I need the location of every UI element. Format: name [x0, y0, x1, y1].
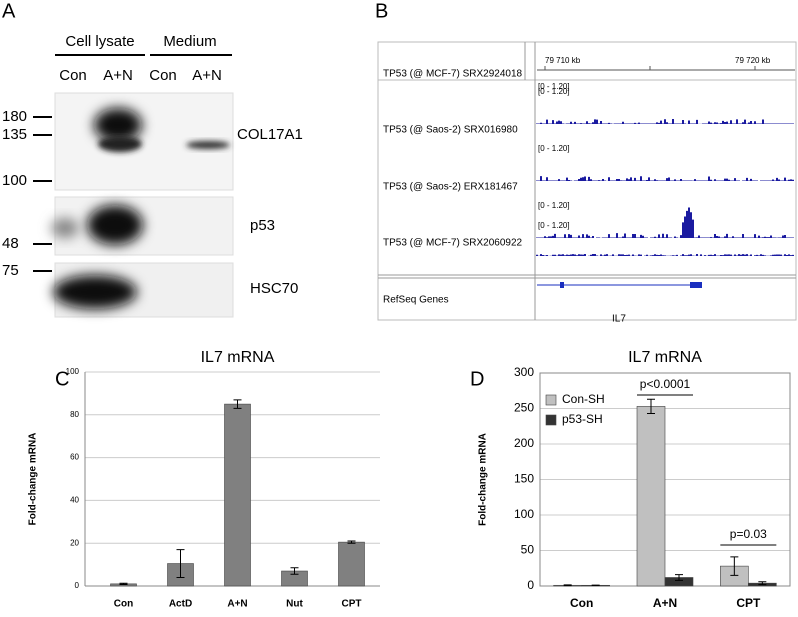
annotation: p<0.0001: [640, 377, 691, 391]
panel-label: A: [2, 0, 16, 22]
legend-swatch: [545, 394, 557, 406]
lane-label: Con: [149, 67, 177, 84]
error-bar: [290, 567, 299, 575]
legend-swatch: [545, 414, 557, 426]
x-tick-label: Nut: [286, 599, 303, 610]
band: [186, 141, 230, 149]
marker-lines: [33, 116, 52, 272]
lane-label: Con: [59, 67, 87, 84]
marker: 100: [2, 172, 27, 189]
protein: COL17A1: [237, 126, 303, 143]
x-tick-label: CPT: [342, 599, 362, 610]
range: [0 - 1.20]: [538, 82, 570, 91]
scale-label: 79 720 kb: [735, 56, 771, 65]
bar: [224, 403, 251, 587]
y-tick-label: 0: [75, 581, 80, 590]
bar: [636, 406, 666, 587]
marker: 135: [2, 126, 27, 143]
band: [51, 218, 79, 238]
coverage: [536, 176, 794, 181]
bar: [338, 541, 365, 587]
y-tick-label: 300: [514, 365, 534, 379]
y-tick-label: 150: [514, 472, 534, 486]
y-tick-label: 250: [514, 401, 534, 415]
error-bar: [647, 398, 655, 414]
legend-label: Con-SH: [562, 392, 605, 406]
x-tick-label: Con: [570, 596, 593, 610]
y-tick-label: 50: [521, 543, 535, 557]
x-tick-label: A+N: [653, 596, 677, 610]
marker: 75: [2, 262, 19, 279]
range: [0 - 1.20]: [538, 201, 570, 210]
tracks: [0 - 1.20] [0 - 1.20] [0 - 1.20] [0 - 1.20]: [536, 87, 794, 256]
chart-title: IL7 mRNA: [201, 349, 275, 366]
y-tick-label: 60: [70, 453, 79, 462]
marker: 48: [2, 235, 19, 252]
scale-label: 79 710 kb: [545, 56, 581, 65]
band: [87, 205, 143, 245]
annotation: p=0.03: [730, 527, 767, 541]
range: [0 - 1.20]: [538, 144, 570, 153]
x-tick-label: ActD: [169, 599, 192, 610]
track-label: TP53 (@ Saos-2) ERX181467: [383, 182, 518, 193]
panel-label: B: [375, 0, 388, 22]
error-bar: [758, 581, 767, 586]
range: [0 - 1.20]: [538, 221, 570, 230]
y-tick-label: 200: [514, 436, 534, 450]
genes-label: RefSeq Genes: [383, 295, 449, 306]
header: Medium: [163, 33, 216, 50]
protein: p53: [250, 217, 275, 234]
error-bar: [347, 540, 356, 544]
y-axis-label: Fold-change mRNA: [478, 433, 489, 526]
track-label: TP53 (@ MCF-7) SRX2924018: [383, 69, 523, 80]
y-tick-label: 80: [70, 410, 79, 419]
y-tick-label: 0: [527, 578, 534, 592]
error-bar: [176, 549, 185, 578]
header: Cell lysate: [65, 33, 134, 50]
band: [98, 136, 142, 152]
gene-label: IL7: [612, 314, 626, 325]
error-bar: [119, 582, 128, 586]
error-bar: [563, 584, 572, 587]
track-label: TP53 (@ Saos-2) SRX016980: [383, 125, 518, 136]
lane-label: A+N: [192, 67, 222, 84]
x-tick-label: CPT: [736, 596, 761, 610]
y-tick-label: 100: [514, 507, 534, 521]
coverage: [536, 207, 794, 238]
y-tick-label: 100: [66, 367, 80, 376]
error-bar: [730, 556, 739, 576]
x-tick-label: A+N: [227, 599, 247, 610]
lane-label: A+N: [103, 67, 133, 84]
error-bar: [233, 399, 242, 409]
chart-title: IL7 mRNA: [628, 349, 702, 366]
legend-label: p53-SH: [562, 412, 603, 426]
exon: [560, 282, 564, 288]
band: [53, 275, 137, 309]
x-tick-label: Con: [114, 599, 133, 610]
protein: HSC70: [250, 280, 298, 297]
blot: [54, 196, 234, 256]
y-tick-label: 40: [70, 496, 79, 505]
band: [94, 108, 142, 142]
exon: [690, 282, 702, 288]
coverage: [536, 254, 794, 256]
range: [0 - 1.20]: [538, 87, 570, 96]
error-bar: [675, 574, 683, 581]
coverage: [536, 119, 794, 124]
track-label: TP53 (@ MCF-7) SRX2060922: [383, 238, 523, 249]
marker: 180: [2, 108, 27, 125]
y-axis-label: Fold-change mRNA: [28, 433, 39, 526]
panel-label: C: [55, 368, 69, 390]
y-tick-label: 20: [70, 538, 79, 547]
panel-label: D: [470, 368, 484, 390]
